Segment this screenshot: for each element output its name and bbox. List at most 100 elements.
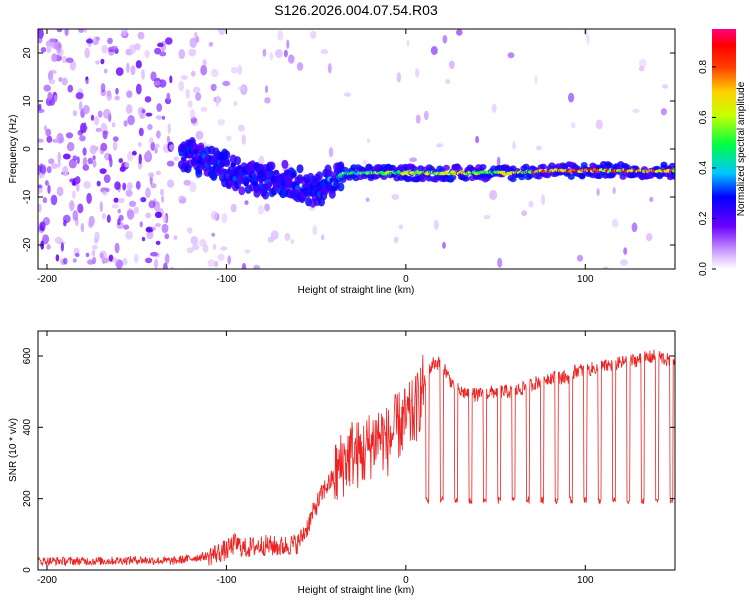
- noise-speck: [99, 252, 104, 259]
- noise-speck: [47, 91, 53, 101]
- noise-speck: [118, 158, 124, 164]
- noise-speck: [94, 116, 100, 126]
- noise-speck: [161, 195, 165, 203]
- noise-speck: [106, 92, 112, 101]
- noise-speck: [50, 163, 59, 170]
- noise-speck: [117, 208, 121, 214]
- noise-speck: [150, 251, 158, 257]
- ridge-core: [295, 185, 301, 191]
- noise-speck: [327, 63, 332, 74]
- noise-speck: [46, 244, 51, 250]
- noise-speck: [257, 205, 264, 215]
- noise-speck: [189, 37, 197, 48]
- noise-speck: [649, 196, 654, 203]
- noise-speck: [496, 156, 501, 167]
- noise-speck: [238, 124, 245, 132]
- ridge-core: [230, 162, 236, 168]
- noise-speck: [62, 165, 69, 177]
- noise-speck: [535, 145, 542, 151]
- noise-speck: [237, 65, 243, 76]
- noise-speck: [111, 203, 119, 209]
- snr-x-tick-label: 100: [577, 575, 594, 586]
- noise-speck: [187, 100, 193, 108]
- noise-speck: [145, 212, 152, 219]
- noise-speck: [91, 244, 98, 250]
- spectrogram-plot-area: [38, 29, 675, 269]
- noise-speck: [67, 84, 74, 93]
- ridge-halo: [526, 172, 534, 179]
- ridge-halo: [197, 142, 205, 152]
- noise-speck: [82, 147, 87, 156]
- noise-speck: [63, 257, 68, 265]
- noise-speck: [125, 189, 133, 197]
- noise-speck: [632, 108, 640, 114]
- colorbar-tick-label: 0.0: [698, 262, 709, 276]
- spectrogram-y-ticks: 20 10 0 -10 -20: [22, 47, 675, 252]
- ridge-halo: [253, 188, 261, 198]
- noise-speck: [185, 88, 190, 99]
- noise-speck: [48, 79, 56, 85]
- ridge-halo: [262, 190, 269, 200]
- noise-speck: [393, 236, 399, 244]
- noise-speck: [141, 236, 146, 242]
- noise-speck: [534, 75, 538, 84]
- noise-speck: [75, 92, 84, 100]
- noise-speck: [135, 60, 142, 69]
- noise-speck: [38, 184, 43, 189]
- snr-x-ticks: -200 -100 0 100: [37, 331, 594, 586]
- noise-speck: [108, 254, 114, 262]
- noise-speck: [442, 35, 448, 44]
- noise-speck: [433, 219, 439, 230]
- noise-speck: [169, 144, 175, 151]
- colorbar-label: Normalized spectral amplitude: [736, 81, 747, 216]
- noise-speck: [151, 226, 157, 231]
- snr-x-tick-label: 0: [403, 575, 409, 586]
- noise-speck: [191, 70, 196, 77]
- noise-speck: [195, 92, 202, 101]
- noise-speck: [512, 141, 516, 150]
- noise-speck: [150, 141, 155, 151]
- noise-speck: [103, 68, 108, 74]
- noise-speck: [154, 211, 162, 218]
- noise-speck: [92, 256, 97, 265]
- noise-speck: [156, 103, 163, 112]
- noise-speck: [103, 174, 111, 184]
- colorbar-tick-label: 0.6: [698, 110, 709, 124]
- noise-speck: [343, 92, 351, 97]
- noise-speck: [63, 220, 67, 227]
- noise-speck: [117, 218, 121, 226]
- noise-speck: [121, 29, 128, 37]
- ridge-halo: [238, 186, 246, 196]
- noise-speck: [178, 80, 185, 92]
- noise-speck: [57, 151, 61, 163]
- noise-speck: [99, 168, 107, 175]
- noise-speck: [164, 233, 170, 240]
- noise-speck: [148, 172, 155, 178]
- snr-panel: -200 -100 0 100 0 200 400 600 Height of straig…: [8, 330, 676, 596]
- noise-speck: [95, 60, 100, 65]
- spectrogram-x-tick-label: 100: [577, 274, 594, 285]
- figure-title: S126.2026.004.07.54.R03: [274, 2, 438, 18]
- noise-speck: [521, 210, 528, 217]
- noise-speck: [56, 48, 64, 57]
- noise-speck: [102, 213, 106, 220]
- noise-speck: [144, 96, 152, 103]
- ridge-halo: [449, 174, 457, 181]
- noise-speck: [60, 242, 64, 252]
- noise-speck: [150, 183, 157, 189]
- ridge-halo: [442, 164, 450, 171]
- ridge-halo: [315, 171, 323, 181]
- noise-speck: [102, 190, 108, 196]
- noise-speck: [111, 45, 118, 51]
- spectrogram-x-axis-label: Height of straight line (km): [298, 285, 415, 296]
- ridge-halo: [567, 173, 575, 180]
- noise-speck: [173, 235, 178, 240]
- noise-speck: [398, 224, 404, 230]
- noise-speck: [166, 160, 175, 167]
- noise-speck: [77, 129, 84, 136]
- noise-speck: [102, 130, 108, 140]
- noise-speck: [69, 200, 75, 212]
- noise-speck: [86, 38, 94, 44]
- noise-speck: [181, 197, 187, 202]
- noise-speck: [92, 155, 96, 161]
